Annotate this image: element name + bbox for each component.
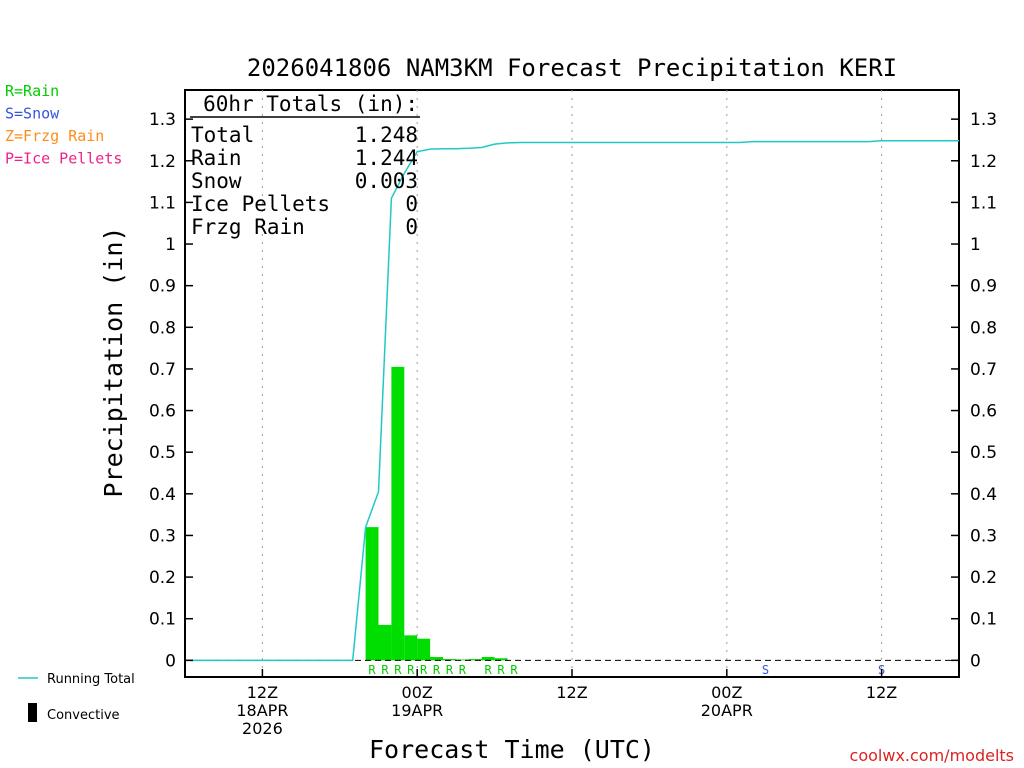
x-axis-label: Forecast Time (UTC) (369, 735, 655, 764)
y-axis-label: Precipitation (in) (99, 227, 128, 498)
ptype-legend: R=Rain S=Snow Z=Frzg Rain P=Ice Pellets (5, 82, 122, 168)
totals-row-value: 0 (405, 192, 418, 216)
x-tick-label: 12Z (556, 683, 587, 702)
y-tick-label: 0.4 (970, 485, 997, 505)
chart-title: 2026041806 NAM3KM Forecast Precipitation… (247, 54, 897, 82)
hourly-precip-bars (365, 366, 508, 661)
y-tick-label: 0.9 (149, 277, 176, 297)
totals-row-value: 0.003 (355, 169, 418, 193)
y-tick-label: 0.7 (149, 360, 176, 380)
precip-bar (365, 527, 379, 661)
y-tick-label: 1.1 (970, 193, 997, 213)
precip-bar (468, 659, 482, 661)
precip-bar (430, 657, 443, 661)
y-tick-label: 1 (165, 235, 176, 255)
ptype-marker: R (381, 663, 389, 677)
y-tick-label: 0.2 (970, 568, 997, 588)
y-tick-label: 0.3 (970, 526, 997, 546)
precip-bar (443, 659, 456, 661)
totals-row-label: Snow (191, 169, 242, 193)
convective-legend-label: Convective (47, 708, 120, 723)
y-tick-label: 0.9 (970, 277, 997, 297)
y-tick-label: 0.1 (149, 610, 176, 630)
precip-bar (481, 657, 495, 661)
x-tick-label: 00Z (402, 683, 433, 702)
precip-bar (391, 366, 405, 661)
running-total-line (185, 140, 959, 662)
ptype-marker: R (459, 663, 467, 677)
totals-row-label: Total (191, 123, 254, 147)
ptype-marker: R (394, 663, 402, 677)
running-total-series (185, 140, 959, 662)
convective-legend-swatch (28, 703, 37, 722)
credit-text: coolwx.com/modelts (850, 746, 1014, 765)
grid-lines (261, 90, 883, 677)
y-axis-left: 0 0.1 0.2 0.3 0.4 0.5 0.6 0.7 0.8 0.9 1 1.1 1.2 1.3 (149, 110, 193, 671)
y-tick-label: 1 (970, 235, 981, 255)
precip-bar (494, 658, 508, 661)
totals-row-label: Frzg Rain (191, 215, 305, 239)
y-tick-label: 0 (165, 651, 176, 671)
y-tick-label: 1.3 (149, 110, 176, 130)
x-tick-label: 00Z (711, 683, 742, 702)
precip-bar (455, 659, 469, 661)
ptype-marker: R (420, 663, 428, 677)
ptype-marker: S (762, 663, 769, 677)
y-tick-label: 1.3 (970, 110, 997, 130)
y-tick-label: 0.5 (149, 443, 176, 463)
ptype-legend-item: R=Rain (5, 82, 59, 100)
y-tick-label: 1.1 (149, 193, 176, 213)
y-tick-label: 0.2 (149, 568, 176, 588)
ptype-marker: R (497, 663, 505, 677)
x-tick-label: 19APR (391, 701, 443, 720)
x-tick-label: 20APR (701, 701, 753, 720)
y-tick-label: 0.5 (970, 443, 997, 463)
totals-row-label: Rain (191, 146, 242, 170)
totals-row-value: 1.244 (355, 146, 418, 170)
y-tick-label: 0.1 (970, 610, 997, 630)
y-tick-label: 0.3 (149, 526, 176, 546)
ptype-marker: R (510, 663, 518, 677)
precip-bar (378, 624, 392, 661)
x-tick-label: 2026 (242, 719, 283, 738)
y-tick-label: 1.2 (970, 152, 997, 172)
ptype-marker: R (368, 663, 376, 677)
totals-header: 60hr Totals (in): (203, 92, 418, 116)
x-tick-label: 18APR (236, 701, 288, 720)
y-tick-label: 0.4 (149, 485, 176, 505)
y-tick-label: 0.7 (970, 360, 997, 380)
x-tick-label: 12Z (247, 683, 278, 702)
y-tick-label: 0.6 (970, 402, 997, 422)
ptype-marker: R (446, 663, 454, 677)
ptype-legend-item: Z=Frzg Rain (5, 127, 104, 145)
ptype-marker: R (485, 663, 493, 677)
ptype-marker: R (433, 663, 441, 677)
ptype-legend-item: P=Ice Pellets (5, 150, 122, 168)
totals-row-label: Ice Pellets (191, 192, 330, 216)
totals-row-value: 1.248 (355, 123, 418, 147)
x-tick-label: 12Z (866, 683, 897, 702)
y-tick-label: 1.2 (149, 152, 176, 172)
totals-row-value: 0 (405, 215, 418, 239)
y-axis-right: 0 0.1 0.2 0.3 0.4 0.5 0.6 0.7 0.8 0.9 1 1.1 1.2 1.3 (951, 110, 997, 671)
ptype-legend-item: S=Snow (5, 105, 60, 123)
totals-box: 60hr Totals (in): Total 1.248 Rain 1.244 Sno… (190, 92, 420, 239)
running-total-legend-label: Running Total (47, 672, 135, 687)
y-tick-label: 0.8 (149, 318, 176, 338)
y-tick-label: 0 (970, 651, 981, 671)
y-tick-label: 0.6 (149, 402, 176, 422)
ptype-markers: RRRRRRRRRRRSS (368, 663, 885, 677)
precip-bar (417, 638, 431, 661)
precip-bar (404, 635, 418, 661)
y-tick-label: 0.8 (970, 318, 997, 338)
ptype-marker: R (407, 663, 415, 677)
